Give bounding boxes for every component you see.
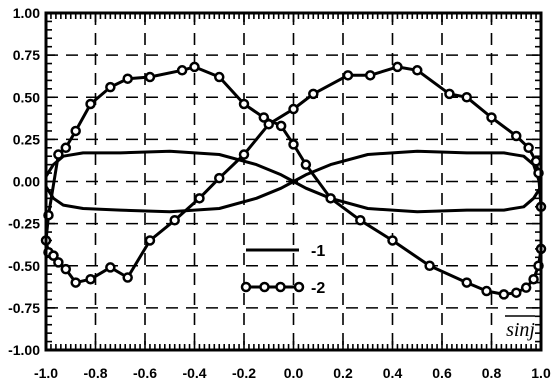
x-tick-label: -0.6 [133,365,157,381]
x-tick-label: -1.0 [34,365,58,381]
data-point [325,193,336,204]
series-line [44,65,543,296]
data-point [214,71,225,83]
data-point [275,120,287,132]
data-point [511,287,522,298]
data-point [105,262,116,273]
y-tick-labels: 1.00 0.75 0.50 0.25 0.00 -0.25 -0.50 -0.75 -1.00 [8,5,40,358]
data-point [60,142,72,154]
y-tick-label: 0.50 [13,89,40,105]
data-point [105,81,116,93]
data-point [70,125,81,137]
data-point [169,215,180,226]
data-point [523,142,534,154]
data-point [481,285,492,297]
y-tick-label: -0.75 [8,300,40,316]
data-point [288,139,299,150]
legend-label: -2 [311,280,325,297]
data-point [85,98,96,110]
legend-item: -2 [240,280,325,297]
data-point [144,71,156,83]
data-point [70,277,81,288]
data-point [498,289,510,300]
data-point [530,156,542,167]
legend-label: -1 [311,243,325,260]
data-point [263,118,274,130]
legend-marker [240,281,252,293]
data-point [364,70,376,81]
data-point [461,277,472,288]
data-point [258,112,270,123]
data-point [355,215,366,226]
data-point [122,73,133,84]
data-point [238,98,250,110]
x-tick-label: 0.8 [482,365,502,381]
data-point [528,273,539,285]
y-tick-label: -0.25 [8,216,40,232]
data-point [176,65,188,76]
legend: -1 -2 [240,243,325,297]
data-point [511,130,522,142]
x-tick-label: 0.2 [333,365,353,381]
data-point [486,112,497,123]
x-tick-label: 0.6 [432,365,452,381]
x-tick-label: -0.2 [232,365,256,381]
x-tick-labels: -1.0 -0.8 -0.6 -0.4 -0.2 0.0 0.2 0.4 0.6 0.8 1.0 [34,365,551,381]
legend-marker [293,281,305,293]
data-point [189,61,200,73]
legend-marker [259,281,270,293]
data-point [342,70,354,81]
legend-marker [275,281,286,293]
legend-item: -1 [246,243,325,260]
x-tick-label: -0.8 [83,365,107,381]
data-point [412,65,423,76]
data-point [520,282,532,293]
data-point [444,88,455,100]
data-point [85,273,96,285]
plot-frame [44,11,543,352]
y-tick-label: -0.50 [8,258,40,274]
axis-annotation: sinj [506,319,535,341]
data-point [308,88,319,100]
data-point [53,149,64,160]
y-tick-label: 0.25 [13,131,40,147]
data-point [424,260,435,271]
data-point [48,250,59,261]
data-point [194,193,205,204]
data-point [288,103,299,115]
y-tick-label: 0.00 [13,174,40,190]
x-tick-label: -0.4 [182,365,206,381]
y-tick-label: 1.00 [13,5,40,21]
data-point [122,272,133,283]
data-point [53,257,64,268]
y-tick-label: 0.75 [13,47,40,63]
series-layer [40,61,547,300]
data-point [461,92,472,103]
data-point [387,235,398,246]
data-point [144,235,156,246]
series-2 [40,61,547,300]
data-point [214,172,225,184]
data-point [392,61,403,73]
data-point [300,159,312,170]
x-tick-label: 0.0 [284,365,304,381]
data-point [60,263,72,275]
x-tick-label: 1.0 [531,365,551,381]
x-tick-label: 0.4 [383,365,403,381]
y-tick-label: -1.00 [8,342,40,358]
data-point [238,149,250,160]
